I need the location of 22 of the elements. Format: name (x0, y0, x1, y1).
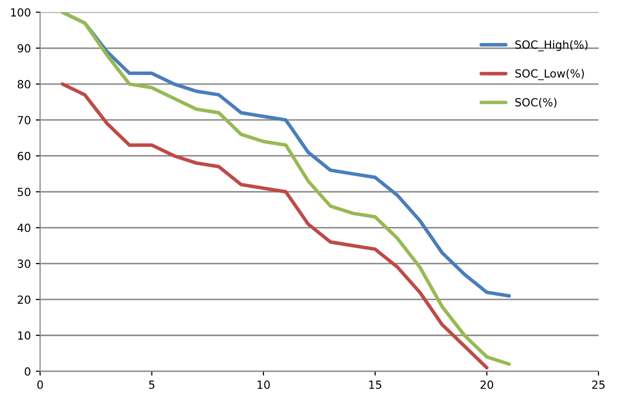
x-tick-label: 10 (258, 380, 270, 389)
y-tick-label: 30 (18, 260, 30, 268)
y-tick-label: 20 (18, 295, 30, 304)
y-tick-label: 0 (24, 367, 30, 376)
y-tick-label: 100 (11, 8, 30, 17)
x-tick-label: 20 (480, 380, 494, 389)
line-series (60, 82, 489, 370)
line-series (60, 12, 511, 366)
x-tick-label: 15 (369, 380, 382, 389)
x-tick-label: 5 (149, 380, 154, 389)
legend-label: SOC_High(%) (515, 40, 588, 52)
y-tick-label: 40 (17, 224, 30, 232)
y-tick-label: 90 (18, 44, 30, 53)
y-tick-label: 10 (18, 331, 30, 340)
x-tick-label: 25 (592, 380, 605, 389)
y-tick-label: 70 (18, 116, 30, 124)
y-tick-label: 60 (18, 152, 30, 160)
legend-label: SOC(%) (515, 98, 556, 108)
legend-label: SOC_Low(%) (515, 69, 584, 80)
y-tick-label: 80 (18, 80, 30, 88)
x-tick-label: 0 (37, 380, 43, 389)
y-tick-label: 50 (18, 188, 30, 196)
